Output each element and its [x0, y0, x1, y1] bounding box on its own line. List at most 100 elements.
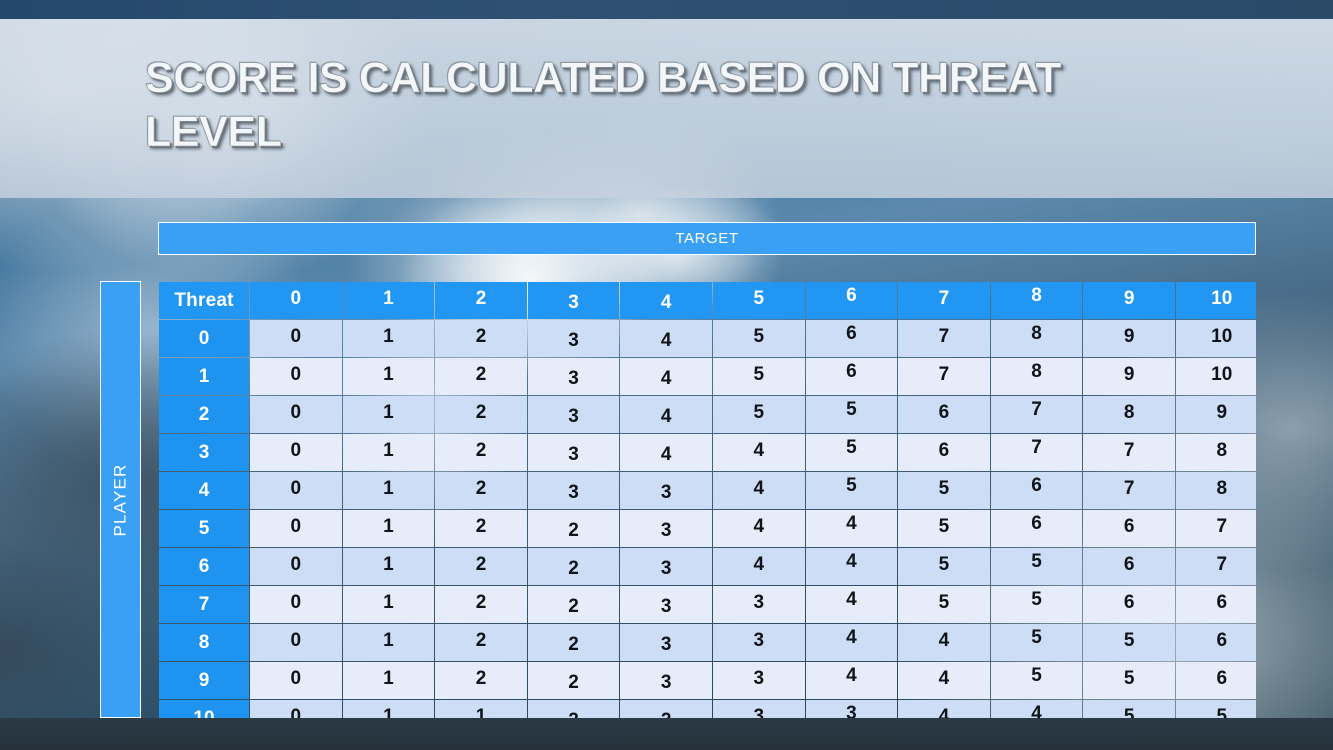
score-value: 4 — [846, 626, 857, 648]
score-cell: 7 — [1175, 510, 1256, 547]
score-value: 4 — [1031, 702, 1042, 719]
score-value: 8 — [1216, 439, 1228, 461]
score-value: 7 — [1123, 439, 1135, 461]
bottom-accent-band — [0, 718, 1333, 750]
score-cell: 3 — [712, 624, 805, 661]
score-value: 2 — [475, 477, 487, 499]
score-cell: 5 — [898, 510, 990, 547]
score-cell: 2 — [527, 662, 620, 699]
score-cell: 0 — [250, 358, 342, 395]
score-value: 3 — [660, 481, 672, 503]
score-cell: 4 — [805, 586, 898, 623]
score-cell: 1 — [342, 662, 435, 699]
table-row: 8 0 1 2 2 3 3 4 4 5 5 6 — [159, 624, 1256, 661]
score-value: 2 — [475, 325, 487, 347]
score-value: 5 — [1123, 629, 1135, 651]
score-value: 7 — [1031, 398, 1042, 420]
table-row: 7 0 1 2 2 3 3 4 5 5 6 6 — [159, 586, 1256, 623]
score-value: 4 — [753, 477, 765, 499]
score-value: 10 — [1211, 363, 1233, 385]
score-cell: 6 — [990, 510, 1083, 547]
score-value: 9 — [1123, 325, 1135, 347]
score-cell: 2 — [435, 472, 527, 509]
score-value: 7 — [1216, 515, 1228, 537]
row-header-9: 9 — [159, 662, 249, 699]
score-cell: 4 — [805, 548, 898, 585]
score-value: 5 — [846, 474, 857, 496]
score-value: 4 — [938, 667, 950, 689]
score-value: 2 — [568, 633, 579, 655]
score-value: 3 — [568, 367, 579, 389]
column-header-1: 1 — [342, 282, 435, 319]
score-cell: 6 — [1175, 586, 1256, 623]
score-cell: 0 — [250, 548, 342, 585]
score-cell: 5 — [1083, 624, 1175, 661]
score-value: 2 — [568, 710, 579, 719]
score-cell: 3 — [527, 358, 620, 395]
score-value: 4 — [753, 439, 765, 461]
score-cell: 1 — [342, 624, 435, 661]
score-cell: 8 — [990, 358, 1083, 395]
row-header-7: 7 — [159, 586, 249, 623]
score-value: 2 — [568, 595, 579, 617]
score-value: 2 — [475, 591, 487, 613]
score-cell: 8 — [1083, 396, 1175, 433]
score-cell: 9 — [1175, 396, 1256, 433]
score-value: 0 — [290, 439, 302, 461]
score-cell: 6 — [805, 358, 898, 395]
score-value: 5 — [753, 363, 765, 385]
score-value: 7 — [1031, 436, 1042, 458]
score-value: 7 — [938, 363, 950, 385]
score-value: 9 — [1216, 401, 1228, 423]
score-cell: 6 — [1083, 510, 1175, 547]
score-cell: 3 — [712, 700, 805, 718]
page-title: SCORE IS CALCULATED BASED ON THREAT LEVE… — [145, 54, 1062, 156]
score-cell: 4 — [805, 624, 898, 661]
score-cell: 5 — [990, 624, 1083, 661]
score-value: 6 — [846, 360, 857, 382]
score-cell: 1 — [342, 510, 435, 547]
score-cell: 2 — [435, 662, 527, 699]
score-value: 7 — [1216, 553, 1228, 575]
score-cell: 7 — [1175, 548, 1256, 585]
score-value: 0 — [290, 325, 302, 347]
score-value: 1 — [383, 401, 394, 423]
column-header-value: 5 — [753, 287, 765, 309]
table-row: 10 0 1 1 2 2 3 3 4 4 5 5 — [159, 700, 1256, 718]
score-cell: 9 — [1083, 358, 1175, 395]
column-header-0: 0 — [250, 282, 342, 319]
row-header-1: 1 — [159, 358, 249, 395]
score-cell: 2 — [435, 320, 527, 357]
score-cell: 5 — [805, 396, 898, 433]
score-value: 2 — [475, 553, 487, 575]
score-cell: 1 — [342, 396, 435, 433]
score-value: 0 — [290, 705, 302, 719]
score-cell: 4 — [620, 396, 712, 433]
score-value: 0 — [290, 515, 302, 537]
score-cell: 3 — [527, 396, 620, 433]
score-value: 7 — [938, 325, 950, 347]
score-value: 6 — [1123, 591, 1135, 613]
score-value: 4 — [660, 405, 672, 427]
column-header-value: 10 — [1211, 287, 1233, 309]
score-value: 0 — [290, 401, 302, 423]
score-cell: 2 — [435, 358, 527, 395]
score-value: 6 — [938, 439, 950, 461]
score-value: 4 — [846, 512, 857, 534]
score-cell: 2 — [435, 624, 527, 661]
title-banner — [0, 19, 1333, 198]
score-value: 6 — [1216, 667, 1228, 689]
table-header-row: Threat 0 1 2 3 4 5 6 7 8 9 10 — [159, 282, 1256, 319]
score-value: 3 — [660, 671, 672, 693]
score-value: 6 — [938, 401, 950, 423]
score-cell: 6 — [990, 472, 1083, 509]
score-value: 3 — [660, 557, 672, 579]
table-row: 9 0 1 2 2 3 3 4 4 5 5 6 — [159, 662, 1256, 699]
score-cell: 1 — [342, 320, 435, 357]
column-header-6: 6 — [805, 282, 898, 319]
score-value: 8 — [1216, 477, 1228, 499]
score-value: 5 — [753, 325, 765, 347]
table-row: 5 0 1 2 2 3 4 4 5 6 6 7 — [159, 510, 1256, 547]
score-value: 6 — [1031, 512, 1042, 534]
row-header-8: 8 — [159, 624, 249, 661]
